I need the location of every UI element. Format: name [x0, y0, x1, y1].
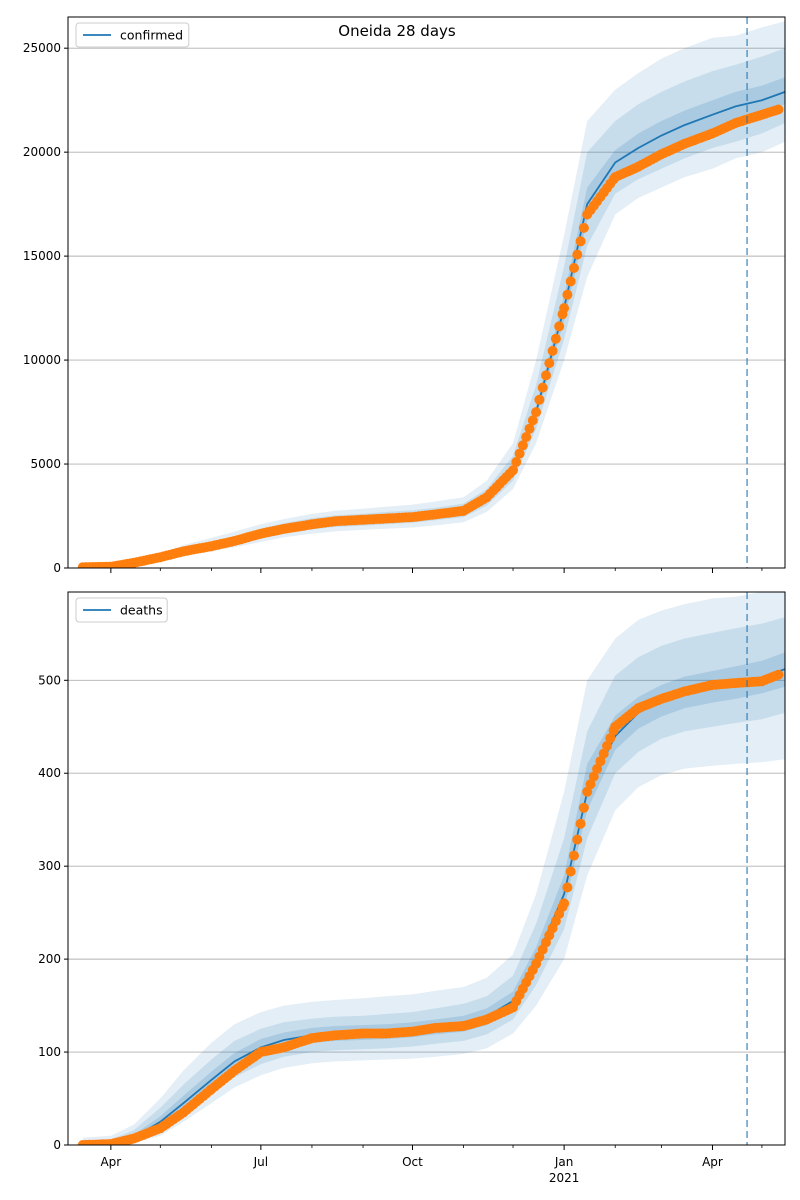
data-point: [585, 779, 596, 790]
y-tick-label: 25000: [23, 41, 61, 55]
data-point: [773, 669, 784, 680]
data-point: [572, 249, 583, 260]
data-point: [569, 850, 579, 861]
deaths-panel: 0 100 200 300 400 500 Apr Jul Oct Jan Apr 2021 death…: [38, 591, 786, 1185]
legend-box: [75, 597, 168, 623]
data-point: [527, 415, 538, 426]
data-point: [559, 303, 570, 314]
data-point: [531, 407, 542, 418]
x-tick-label: Apr: [702, 1155, 723, 1169]
legend-label: confirmed: [120, 28, 183, 43]
axes-frame: [67, 16, 786, 569]
x-tick-label: Jan: [554, 1155, 574, 1169]
data-point: [550, 333, 561, 344]
data-point: [517, 440, 528, 451]
data-point: [537, 382, 548, 393]
y-tick-label: 100: [38, 1045, 61, 1059]
data-point: [521, 432, 532, 442]
data-point: [534, 394, 545, 405]
y-tick-label: 400: [38, 766, 61, 780]
uncertainty-band: [82, 77, 785, 568]
data-point: [511, 457, 522, 467]
data-point: [569, 263, 579, 273]
data-point: [544, 358, 555, 369]
data-point: [605, 733, 616, 744]
axes-frame: [67, 591, 786, 1146]
y-tick-label: 0: [53, 561, 61, 575]
data-point: [572, 834, 583, 845]
confirmed-panel: 0 5000 10000 15000 20000 25000 confirmed: [23, 16, 786, 575]
y-tick-label: 0: [53, 1138, 61, 1152]
uncertainty-band: [82, 652, 785, 1145]
data-point: [541, 370, 551, 381]
data-point: [562, 289, 573, 300]
plot-area: [77, 21, 785, 568]
plot-area: [77, 592, 785, 1145]
y-tick-label: 200: [38, 952, 61, 966]
data-point: [565, 866, 576, 877]
legend-box: [75, 22, 190, 48]
data-point: [554, 321, 565, 332]
data-point: [595, 756, 606, 767]
data-point: [602, 740, 612, 751]
data-point: [582, 786, 593, 797]
y-tick-label: 10000: [23, 353, 61, 367]
y-tick-label: 300: [38, 859, 61, 873]
y-tick-label: 500: [38, 673, 61, 687]
y-tick-label: 20000: [23, 145, 61, 159]
data-point: [565, 276, 576, 287]
x-tick-label: Oct: [402, 1155, 423, 1169]
x-tick-label: Apr: [100, 1155, 121, 1169]
figure-title: Oneida 28 days: [338, 22, 456, 40]
legend-label: deaths: [120, 603, 163, 618]
data-point: [575, 236, 586, 247]
y-tick-label: 15000: [23, 249, 61, 263]
data-point: [514, 448, 525, 459]
data-point: [524, 423, 535, 434]
data-point: [578, 222, 589, 233]
data-point: [578, 802, 589, 813]
data-point: [562, 882, 573, 893]
data-point: [773, 104, 784, 115]
data-point: [588, 771, 599, 782]
data-point: [508, 465, 518, 476]
data-point: [559, 898, 570, 909]
y-tick-label: 5000: [30, 457, 61, 471]
uncertainty-band: [82, 21, 785, 568]
data-point: [547, 345, 558, 356]
x-year-label: 2021: [549, 1171, 580, 1185]
data-point: [575, 818, 586, 829]
x-tick-label: Jul: [253, 1155, 268, 1169]
data-point: [592, 763, 603, 774]
data-point: [598, 748, 609, 759]
